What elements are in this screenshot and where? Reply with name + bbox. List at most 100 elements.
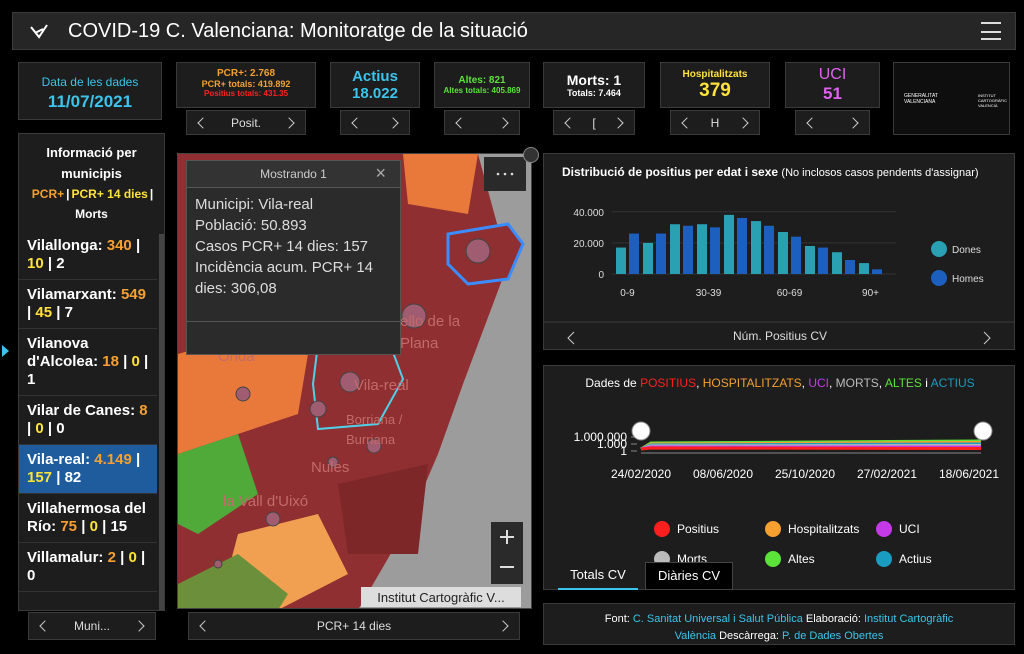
discharged-box: Altes: 821 Altes totals: 405.869 bbox=[434, 62, 530, 108]
y-tick-label: 40.000 bbox=[573, 208, 604, 219]
bar bbox=[832, 252, 842, 274]
title-part: ACTIUS bbox=[931, 376, 975, 390]
pcr14: 0 bbox=[35, 420, 44, 437]
timeline-chart: Dades de POSITIUS, HOSPITALITZATS, UCI, … bbox=[543, 365, 1015, 590]
legend-item: PCR+ bbox=[31, 187, 65, 201]
x-tick-label: 24/02/2020 bbox=[611, 467, 671, 481]
bar bbox=[859, 263, 869, 274]
footer-text: Font: bbox=[604, 613, 633, 625]
scrollbar[interactable] bbox=[159, 234, 164, 610]
title-part: , bbox=[802, 376, 809, 390]
active-value: 18.022 bbox=[352, 85, 398, 102]
pcr: 340 bbox=[106, 237, 132, 254]
discharged: Altes: 821 bbox=[458, 75, 506, 86]
y-tick-label: 1.000.000 bbox=[574, 430, 628, 444]
municipality-item[interactable]: Vilamarxant: 549 | 45 | 7 bbox=[19, 280, 157, 329]
municipality-item[interactable]: Vila-real: 4.149 | 157 | 82 bbox=[19, 445, 157, 494]
bar bbox=[724, 214, 734, 274]
title-part: , bbox=[829, 376, 836, 390]
footer-link[interactable]: C. Sanitat Universal i Salut Pública bbox=[632, 613, 803, 625]
municipalities-panel: Informació per municipis PCR+ | PCR+ 14 di… bbox=[18, 133, 165, 611]
footer-link[interactable]: P. de Dades Obertes bbox=[782, 630, 884, 642]
legend-label: UCI bbox=[899, 522, 920, 536]
legend-swatch bbox=[765, 521, 781, 537]
deaths: 2 bbox=[56, 255, 65, 272]
discharged-nav[interactable] bbox=[444, 110, 520, 135]
menu-button[interactable] bbox=[981, 22, 1001, 40]
popup-header: Mostrando 1 bbox=[187, 161, 400, 188]
title: COVID-19 C. Valenciana: Monitoratge de l… bbox=[68, 20, 528, 42]
map-nav[interactable]: PCR+ 14 dies bbox=[188, 612, 520, 640]
region bbox=[178, 554, 288, 608]
slider-handle[interactable] bbox=[973, 421, 993, 441]
panel-title: Informació per municipis bbox=[46, 145, 137, 181]
tab-active[interactable]: Totals CV bbox=[558, 562, 638, 590]
logo-icv: INSTITUT CARTOGRÀFIC VALENCIÀ bbox=[978, 93, 1007, 108]
pcr-total: PCR+ totals: 419.892 bbox=[201, 79, 291, 89]
separator: | bbox=[56, 469, 61, 486]
municipality-list[interactable]: Vilallonga: 340 | 10 | 2 Vilamarxant: 549… bbox=[19, 235, 157, 610]
deaths: 82 bbox=[64, 469, 82, 486]
separator: | bbox=[81, 518, 86, 535]
pcr-nav[interactable]: Posit. bbox=[186, 110, 306, 135]
municipality-item[interactable]: Vilallonga: 340 | 10 | 2 bbox=[19, 235, 157, 280]
municipality-item[interactable]: Vilar de Canes: 8 | 0 | 0 bbox=[19, 396, 157, 445]
deaths: 1 bbox=[27, 371, 36, 388]
sea bbox=[359, 154, 531, 608]
bar bbox=[683, 225, 693, 274]
icu-nav[interactable] bbox=[795, 110, 870, 135]
separator: | bbox=[56, 304, 61, 321]
pcr14: 0 bbox=[89, 518, 98, 535]
tab[interactable]: Diàries CV bbox=[645, 562, 733, 590]
separator: | bbox=[144, 353, 149, 370]
pcr14: 0 bbox=[128, 549, 137, 566]
legend-swatch bbox=[931, 270, 947, 286]
nav-label: Muni... bbox=[73, 619, 110, 633]
legend-label: Hospitalitzats bbox=[788, 522, 859, 536]
deaths-label: Morts: 1 bbox=[566, 72, 622, 88]
title-part: i bbox=[922, 376, 931, 390]
footer-link[interactable]: Institut Cartogràfic València bbox=[674, 613, 954, 642]
hospital-nav[interactable]: H bbox=[670, 110, 760, 135]
popup-line: Població: 50.893 bbox=[195, 217, 307, 234]
popup-close[interactable]: × bbox=[375, 163, 386, 183]
pcr14: 10 bbox=[27, 255, 44, 272]
map-label: Plana bbox=[400, 335, 439, 352]
x-tick-label: 90+ bbox=[862, 288, 879, 299]
pcr: 549 bbox=[120, 286, 146, 303]
bar bbox=[697, 224, 707, 274]
slider-handle[interactable] bbox=[631, 421, 651, 441]
title-part: Dades de bbox=[585, 376, 640, 390]
municipality-item[interactable]: Vilanova d'Alcolea: 18 | 0 | 1 bbox=[19, 329, 157, 396]
active-nav[interactable] bbox=[340, 110, 410, 135]
nav-arrows[interactable] bbox=[567, 331, 991, 345]
bar bbox=[791, 236, 801, 274]
separator: | bbox=[27, 304, 32, 321]
separator: | bbox=[123, 353, 128, 370]
active-label: Actius bbox=[352, 68, 398, 85]
municipality-item[interactable]: Villahermosa del Río: 75 | 0 | 15 bbox=[19, 494, 157, 543]
region bbox=[178, 434, 258, 534]
title-part: HOSPITALITZATS bbox=[703, 376, 802, 390]
deaths-total: Totals: 7.464 bbox=[567, 88, 621, 98]
bar bbox=[751, 221, 761, 274]
title-part: MORTS bbox=[836, 376, 879, 390]
series-band bbox=[640, 446, 982, 451]
map-label: Nules bbox=[311, 459, 349, 476]
more-dots bbox=[496, 172, 514, 176]
bar bbox=[670, 224, 680, 274]
map[interactable]: ello de la Plana Onda Vila-real Borriana… bbox=[177, 153, 532, 609]
bar bbox=[805, 246, 815, 274]
deaths-nav[interactable]: [ bbox=[553, 110, 635, 135]
header: COVID-19 C. Valenciana: Monitoratge de l… bbox=[12, 12, 1016, 50]
pcr: 4.149 bbox=[94, 451, 132, 468]
nav-label: Núm. Positius CV bbox=[733, 329, 827, 343]
name: Vilamarxant: bbox=[27, 286, 117, 303]
footer-text: Elaboració: bbox=[802, 613, 864, 625]
legend-swatch bbox=[765, 551, 781, 567]
expand-button[interactable] bbox=[523, 147, 539, 163]
municipality-item[interactable]: Villamalur: 2 | 0 | 0 bbox=[19, 543, 157, 592]
legend-swatch bbox=[876, 551, 892, 567]
side-toggle[interactable] bbox=[2, 345, 9, 357]
municipality-nav[interactable]: Muni... bbox=[28, 612, 156, 640]
